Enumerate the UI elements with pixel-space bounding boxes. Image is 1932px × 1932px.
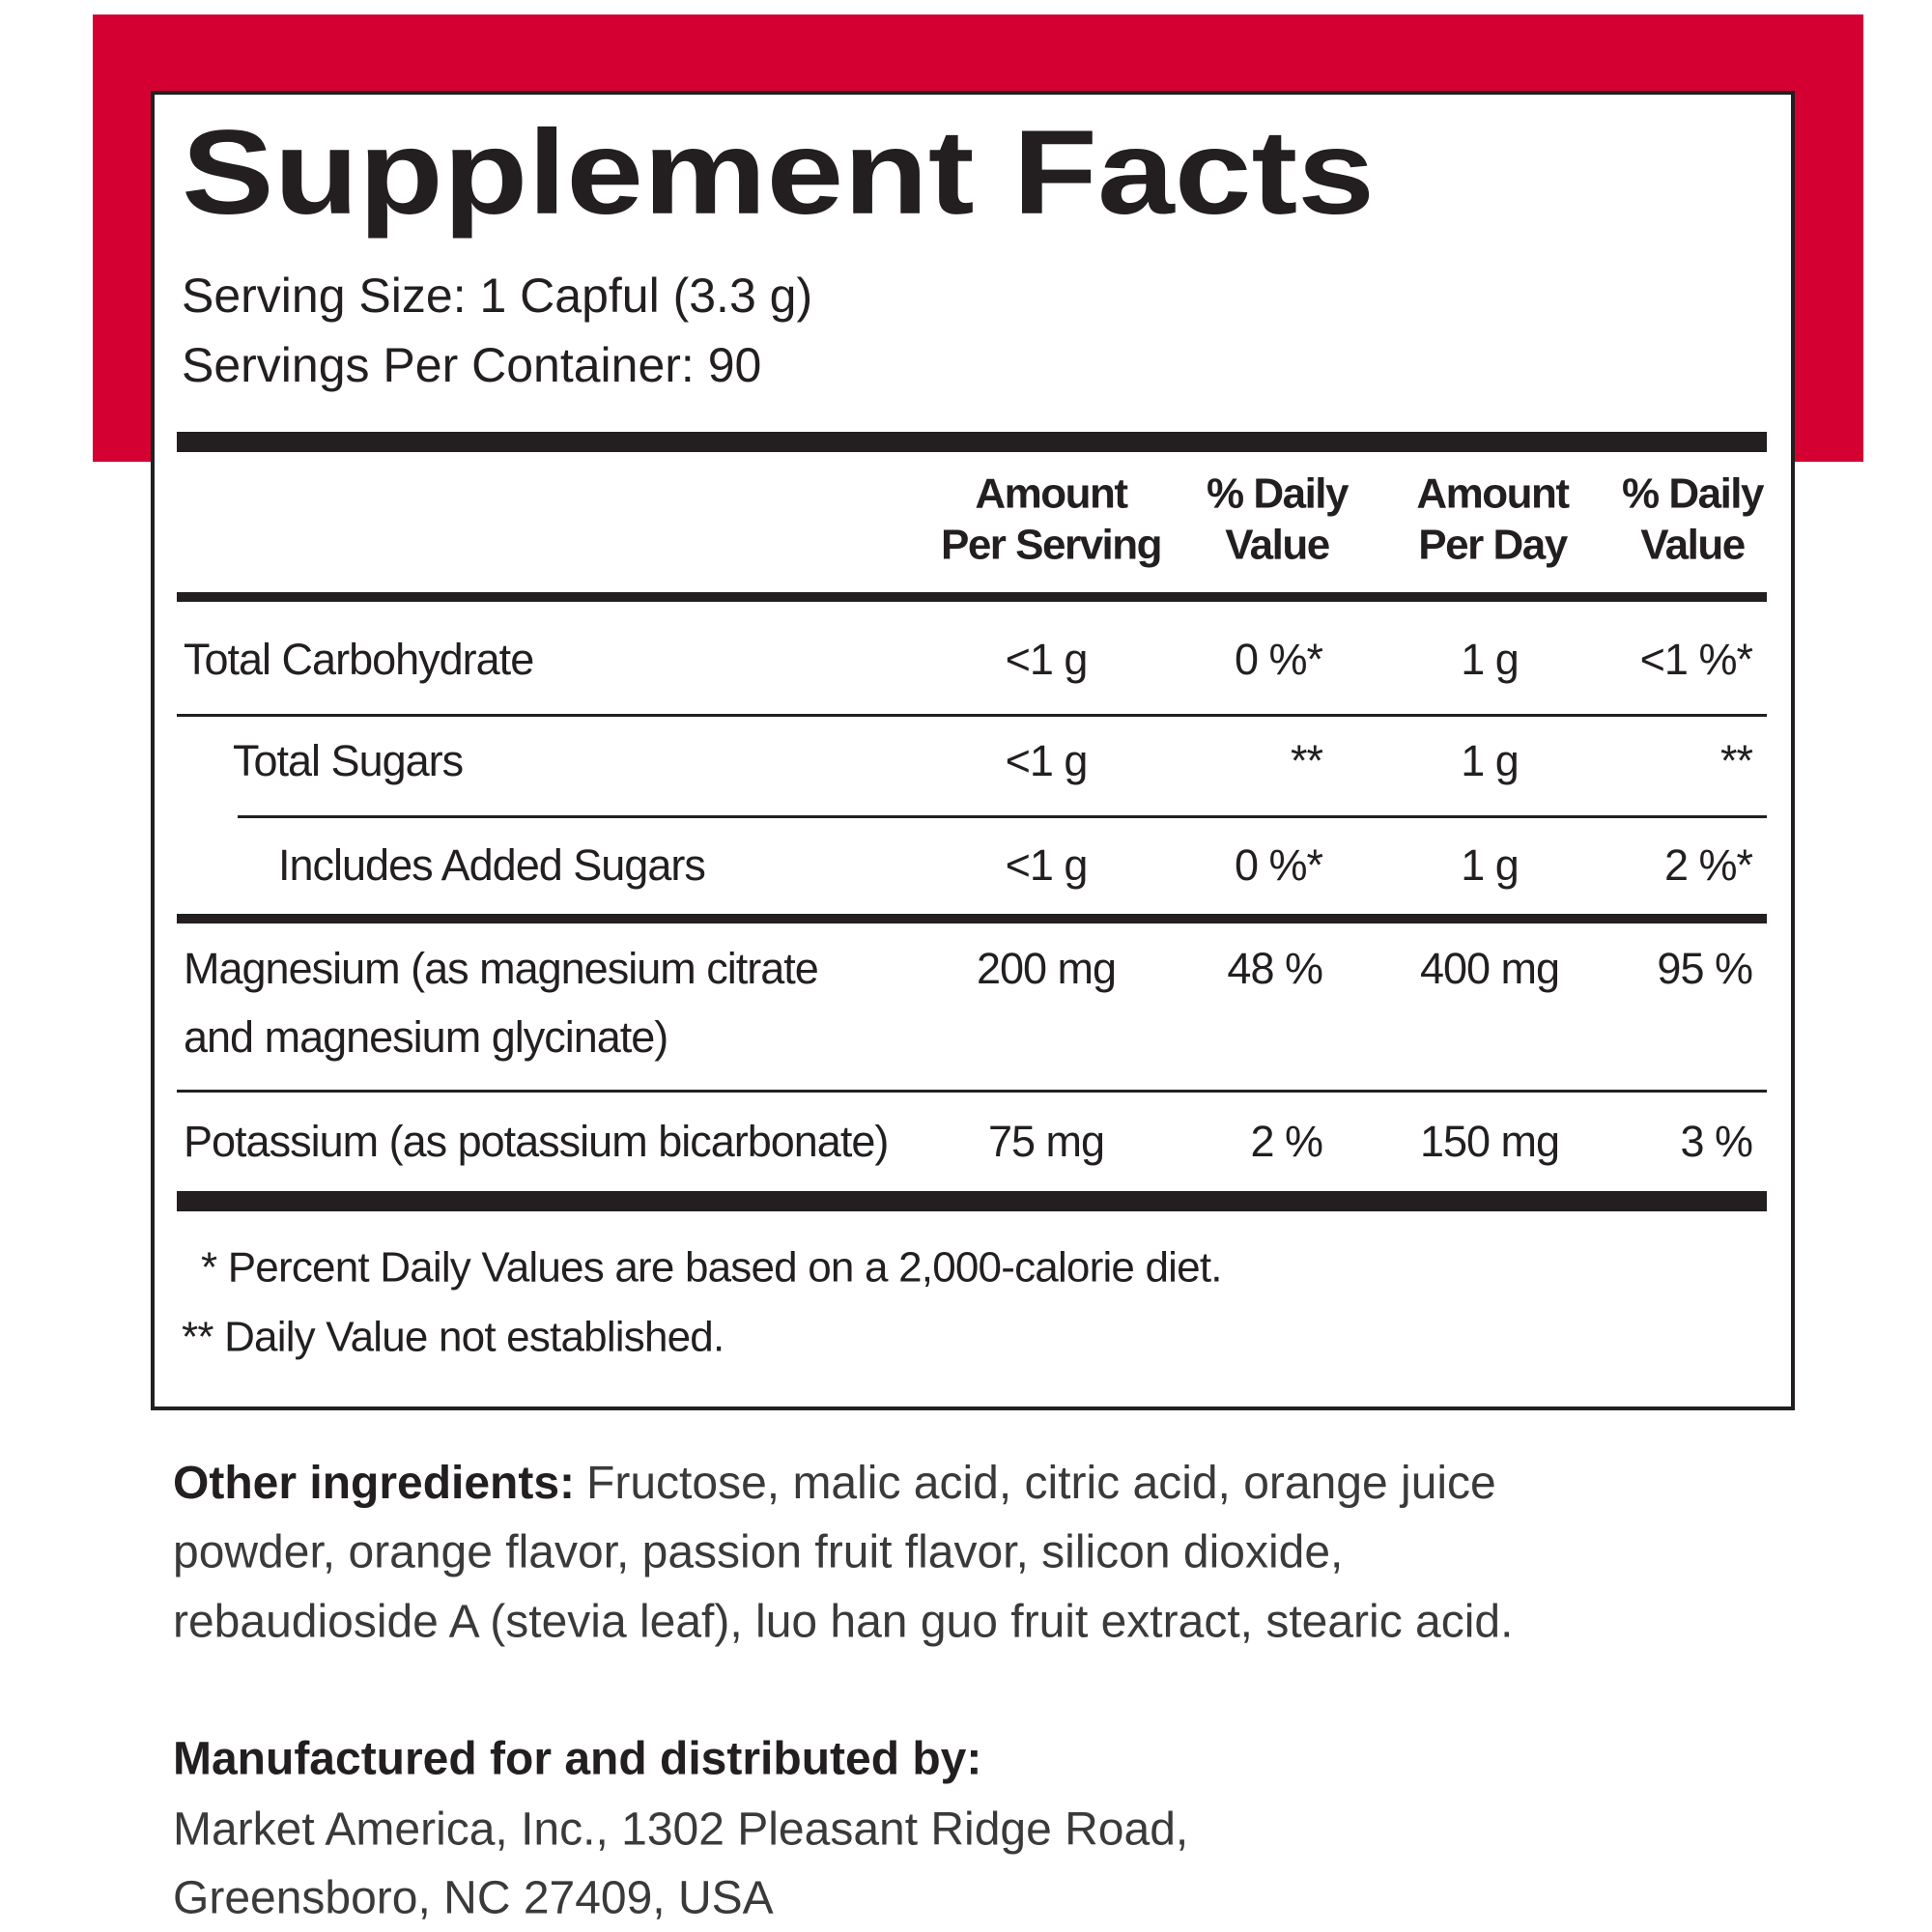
manufacturer-text: Market America, Inc., 1302 Pleasant Ridg… <box>173 1804 1188 1856</box>
column-header: % Daily <box>1622 470 1765 518</box>
column-header: Per Day <box>1418 522 1568 569</box>
nutrient-value: 0 %* <box>1235 635 1323 684</box>
ingredients-text: Fructose, malic acid, citric acid, orang… <box>586 1458 1496 1509</box>
nutrient-value: <1 g <box>1006 840 1088 890</box>
nutrient-name: and magnesium glycinate) <box>184 1012 668 1062</box>
manufacturer-text: Greensboro, NC 27409, USA <box>173 1873 774 1924</box>
row-rule <box>177 1090 1767 1093</box>
nutrient-value: 75 mg <box>988 1117 1104 1166</box>
thick-rule <box>177 1191 1767 1211</box>
column-header: Value <box>1640 522 1744 569</box>
nutrient-value: 95 % <box>1657 944 1752 993</box>
ingredients-text: rebaudioside A (stevia leaf), luo han gu… <box>173 1597 1513 1648</box>
ingredients-text: powder, orange flavor, passion fruit fla… <box>173 1527 1343 1578</box>
column-header: Value <box>1225 522 1328 569</box>
column-header: Amount <box>975 470 1128 518</box>
nutrient-value: <1 g <box>1006 635 1088 684</box>
nutrient-value: 2 %* <box>1664 840 1753 890</box>
nutrient-value: ** <box>1720 736 1753 785</box>
servings-per-container: Servings Per Container: 90 <box>182 338 761 392</box>
row-rule <box>177 914 1767 923</box>
nutrient-value: 1 g <box>1461 635 1519 684</box>
nutrient-value: ** <box>1291 736 1323 785</box>
nutrient-value: 2 % <box>1250 1117 1322 1166</box>
nutrient-name: Total Sugars <box>233 736 463 785</box>
nutrient-value: 1 g <box>1461 736 1519 785</box>
nutrient-value: 200 mg <box>977 944 1116 993</box>
nutrient-value: 150 mg <box>1420 1117 1559 1166</box>
serving-size: Serving Size: 1 Capful (3.3 g) <box>182 269 812 323</box>
nutrient-name: Includes Added Sugars <box>278 840 705 890</box>
thick-rule <box>177 432 1767 452</box>
row-rule <box>238 815 1767 818</box>
row-rule <box>177 714 1767 717</box>
manufacturer-label: Manufactured for and distributed by: <box>173 1734 981 1785</box>
nutrient-value: 400 mg <box>1420 944 1559 993</box>
column-header: Per Serving <box>941 522 1161 569</box>
header-rule <box>177 592 1767 602</box>
ingredients-line: Other ingredients: Fructose, malic acid, … <box>173 1458 1496 1509</box>
nutrient-name: Potassium (as potassium bicarbonate) <box>184 1117 888 1166</box>
ingredients-label: Other ingredients: <box>173 1458 575 1509</box>
nutrient-value: 48 % <box>1227 944 1322 993</box>
nutrient-value: <1 g <box>1006 736 1088 785</box>
column-header: Amount <box>1416 470 1570 518</box>
footnote: ** Daily Value not established. <box>182 1314 724 1361</box>
nutrient-name: Total Carbohydrate <box>184 635 533 684</box>
nutrient-value: <1 %* <box>1640 635 1753 684</box>
nutrient-value: 1 g <box>1461 840 1519 890</box>
nutrient-value: 0 %* <box>1235 840 1323 890</box>
panel-title: Supplement Facts <box>182 106 1375 240</box>
facts-panel <box>151 91 1795 1410</box>
nutrient-value: 3 % <box>1680 1117 1752 1166</box>
column-header: % Daily <box>1207 470 1350 518</box>
footnote: * Percent Daily Values are based on a 2,… <box>201 1244 1222 1292</box>
nutrient-name: Magnesium (as magnesium citrate <box>184 944 818 993</box>
